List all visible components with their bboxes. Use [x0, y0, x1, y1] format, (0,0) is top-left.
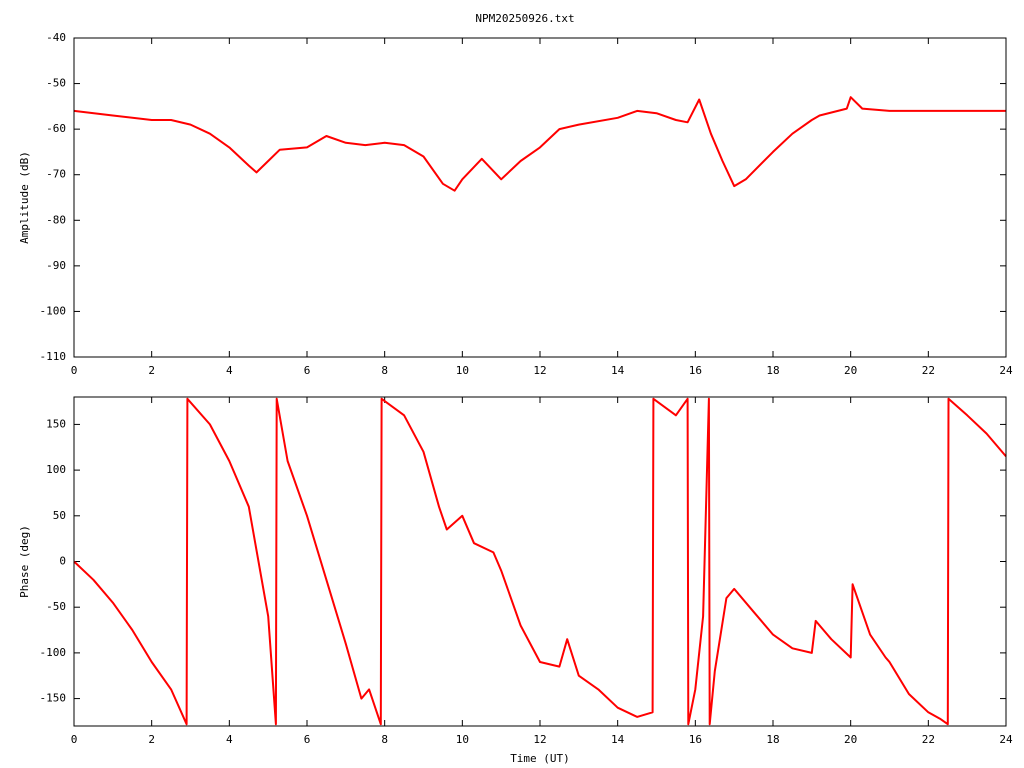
x-tick-label: 24 — [999, 733, 1013, 746]
x-tick-label: 10 — [456, 364, 469, 377]
y-tick-label: 100 — [46, 463, 66, 476]
x-tick-label: 14 — [611, 733, 625, 746]
x-tick-label: 4 — [226, 733, 233, 746]
plot-frame — [73, 396, 1007, 727]
y-axis-label: Amplitude (dB) — [18, 151, 31, 244]
chart-title: NPM20250926.txt — [475, 12, 574, 25]
x-tick-label: 18 — [766, 733, 779, 746]
x-tick-label: 14 — [611, 364, 625, 377]
x-tick-label: 6 — [304, 364, 311, 377]
y-tick-label: -50 — [46, 600, 66, 613]
y-tick-label: -80 — [46, 213, 66, 226]
y-tick-label: 50 — [53, 509, 66, 522]
y-tick-label: 150 — [46, 417, 66, 430]
y-tick-label: -150 — [40, 692, 67, 705]
y-tick-label: -100 — [40, 646, 67, 659]
x-tick-label: 16 — [689, 364, 702, 377]
x-tick-label: 16 — [689, 733, 702, 746]
y-tick-label: -60 — [46, 122, 66, 135]
x-tick-label: 8 — [381, 364, 388, 377]
y-tick-label: -100 — [40, 304, 67, 317]
x-tick-label: 20 — [844, 733, 857, 746]
x-tick-label: 2 — [148, 733, 155, 746]
y-tick-label: -110 — [40, 350, 67, 363]
data-line — [73, 96, 1006, 192]
x-tick-label: 22 — [922, 733, 935, 746]
y-tick-label: -40 — [46, 31, 66, 44]
x-tick-label: 4 — [226, 364, 233, 377]
x-tick-label: 22 — [922, 364, 935, 377]
y-tick-label: -50 — [46, 77, 66, 90]
x-tick-label: 18 — [766, 364, 779, 377]
x-tick-label: 0 — [71, 364, 78, 377]
x-tick-label: 12 — [533, 733, 546, 746]
x-tick-label: 20 — [844, 364, 857, 377]
x-tick-label: 24 — [999, 364, 1013, 377]
x-tick-label: 0 — [71, 733, 78, 746]
y-tick-label: -90 — [46, 259, 66, 272]
x-tick-label: 10 — [456, 733, 469, 746]
y-tick-label: -70 — [46, 168, 66, 181]
x-tick-label: 12 — [533, 364, 546, 377]
y-axis-label: Phase (deg) — [18, 525, 31, 598]
x-tick-label: 2 — [148, 364, 155, 377]
x-tick-label: 6 — [304, 733, 311, 746]
plot-frame — [73, 37, 1007, 358]
x-tick-label: 8 — [381, 733, 388, 746]
y-tick-label: 0 — [59, 555, 66, 568]
data-line — [73, 397, 1007, 726]
x-axis-label: Time (UT) — [510, 752, 570, 765]
